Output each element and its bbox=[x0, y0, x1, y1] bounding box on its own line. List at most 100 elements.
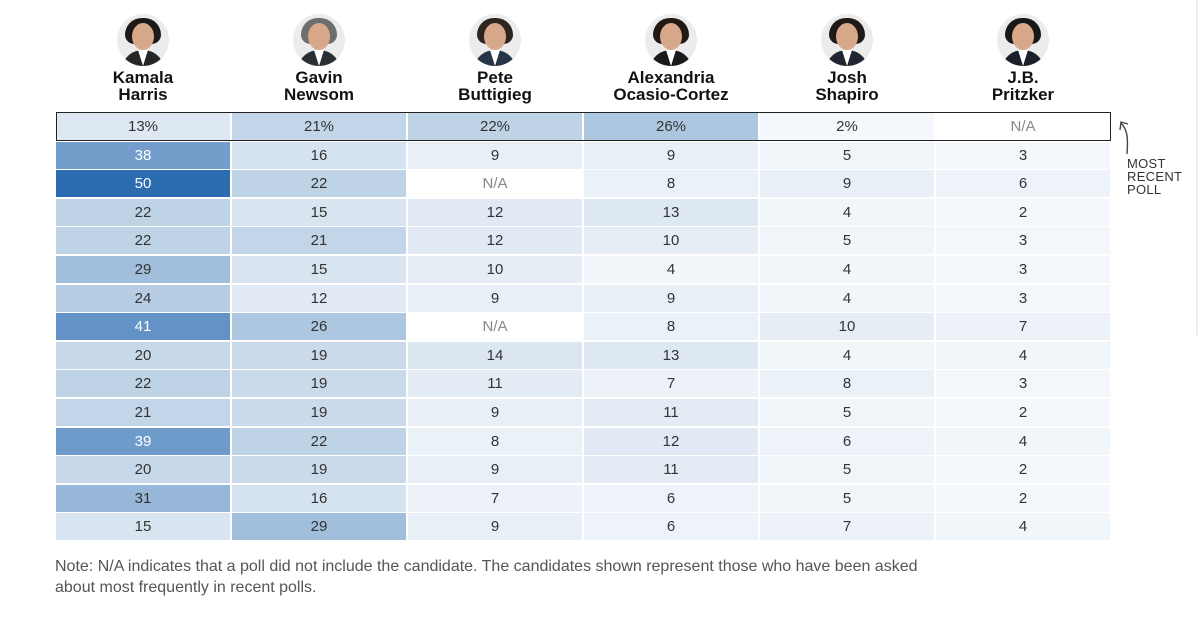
poll-cell: 4 bbox=[760, 341, 934, 369]
poll-cell: 12 bbox=[584, 427, 758, 455]
candidate-photo-icon bbox=[117, 14, 169, 66]
poll-cell: N/A bbox=[408, 313, 582, 341]
poll-cell: 20 bbox=[56, 341, 230, 369]
poll-cell: 7 bbox=[584, 370, 758, 398]
poll-cell: 29 bbox=[232, 513, 406, 541]
poll-cell: 22 bbox=[232, 170, 406, 198]
poll-cell: 9 bbox=[584, 141, 758, 169]
poll-cell: 11 bbox=[408, 370, 582, 398]
poll-cell: 19 bbox=[232, 456, 406, 484]
poll-cell: 8 bbox=[584, 313, 758, 341]
poll-cell: 11 bbox=[584, 399, 758, 426]
candidate-photo-icon bbox=[645, 14, 697, 66]
poll-cell: 6 bbox=[760, 427, 934, 455]
poll-cell: 3 bbox=[936, 256, 1110, 283]
poll-cell: 6 bbox=[584, 484, 758, 512]
poll-cell: 4 bbox=[760, 198, 934, 226]
most-recent-cell: 13% bbox=[56, 113, 230, 140]
table-footnote: Note: N/A indicates that a poll did not … bbox=[55, 558, 918, 596]
poll-cell: 7 bbox=[936, 313, 1110, 341]
most-recent-cell: 26% bbox=[584, 113, 758, 140]
poll-cell: 38 bbox=[56, 141, 230, 169]
poll-cell: 26 bbox=[232, 313, 406, 341]
poll-cell: 11 bbox=[584, 456, 758, 484]
curved-arrow-icon bbox=[1119, 121, 1129, 155]
poll-cell: 9 bbox=[408, 513, 582, 541]
poll-cell: 9 bbox=[408, 399, 582, 426]
poll-cell: 5 bbox=[760, 399, 934, 426]
candidate-photo-icon bbox=[469, 14, 521, 66]
candidate-header: Pete Buttigieg bbox=[407, 10, 583, 103]
poll-cell: 2 bbox=[936, 198, 1110, 226]
poll-cell: 13 bbox=[584, 341, 758, 369]
poll-cell: 4 bbox=[936, 341, 1110, 369]
poll-cell: N/A bbox=[408, 170, 582, 198]
candidate-headers: Kamala Harris Gavin Newsom Pete Buttigieg A… bbox=[55, 10, 1113, 110]
poll-cell: 9 bbox=[408, 456, 582, 484]
poll-cell: 3 bbox=[936, 284, 1110, 312]
poll-cell: 3 bbox=[936, 227, 1110, 255]
poll-cell: 5 bbox=[760, 456, 934, 484]
poll-cell: 15 bbox=[56, 513, 230, 541]
poll-cell: 22 bbox=[232, 427, 406, 455]
poll-table: 13% 21% 22% 26% 2% N/A 38 16 9 9 5 3 50 22 N/A 8 9 6 22 15 1… bbox=[55, 112, 1113, 542]
poll-cell: 19 bbox=[232, 370, 406, 398]
candidate-name: Kamala Harris bbox=[112, 68, 174, 104]
poll-cell: 7 bbox=[408, 484, 582, 512]
candidate-photo-icon bbox=[997, 14, 1049, 66]
poll-cell: 41 bbox=[56, 313, 230, 341]
poll-cell: 6 bbox=[936, 170, 1110, 198]
poll-cell: 9 bbox=[408, 141, 582, 169]
poll-cell: 22 bbox=[56, 370, 230, 398]
poll-cell: 4 bbox=[584, 256, 758, 283]
candidate-name: Pete Buttigieg bbox=[458, 68, 532, 104]
right-edge-rule bbox=[1196, 0, 1198, 335]
candidate-name: Alexandria Ocasio-Cortez bbox=[613, 68, 729, 104]
poll-cell: 31 bbox=[56, 484, 230, 512]
poll-cell: 29 bbox=[56, 256, 230, 283]
poll-cell: 50 bbox=[56, 170, 230, 198]
poll-cell: 22 bbox=[56, 198, 230, 226]
poll-cell: 10 bbox=[408, 256, 582, 283]
candidate-header: Josh Shapiro bbox=[759, 10, 935, 103]
poll-cell: 6 bbox=[584, 513, 758, 541]
poll-cell: 15 bbox=[232, 198, 406, 226]
candidate-name: J.B. Pritzker bbox=[991, 68, 1055, 104]
poll-cell: 9 bbox=[408, 284, 582, 312]
poll-cell: 16 bbox=[232, 484, 406, 512]
poll-cell: 5 bbox=[760, 141, 934, 169]
poll-cell: 2 bbox=[936, 456, 1110, 484]
poll-cell: 8 bbox=[408, 427, 582, 455]
poll-cell: 9 bbox=[584, 284, 758, 312]
poll-cell: 21 bbox=[56, 399, 230, 426]
most-recent-cell: 22% bbox=[408, 113, 582, 140]
candidate-photo-icon bbox=[821, 14, 873, 66]
poll-cell: 14 bbox=[408, 341, 582, 369]
poll-cell: 5 bbox=[760, 227, 934, 255]
candidate-header: J.B. Pritzker bbox=[935, 10, 1111, 103]
poll-cell: 5 bbox=[760, 484, 934, 512]
candidate-header: Alexandria Ocasio-Cortez bbox=[583, 10, 759, 103]
most-recent-poll-label: MOST RECENT POLL bbox=[1127, 156, 1183, 197]
most-recent-cell: N/A bbox=[936, 113, 1110, 140]
poll-cell: 13 bbox=[584, 198, 758, 226]
poll-cell: 4 bbox=[760, 256, 934, 283]
poll-cell: 8 bbox=[584, 170, 758, 198]
poll-cell: 20 bbox=[56, 456, 230, 484]
poll-cell: 10 bbox=[760, 313, 934, 341]
candidate-header: Gavin Newsom bbox=[231, 10, 407, 103]
most-recent-cell: 2% bbox=[760, 113, 934, 140]
poll-cell: 19 bbox=[232, 341, 406, 369]
poll-cell: 4 bbox=[936, 513, 1110, 541]
poll-cell: 4 bbox=[760, 284, 934, 312]
candidate-photo-icon bbox=[293, 14, 345, 66]
poll-cell: 10 bbox=[584, 227, 758, 255]
poll-cell: 19 bbox=[232, 399, 406, 426]
poll-cell: 8 bbox=[760, 370, 934, 398]
poll-cell: 2 bbox=[936, 484, 1110, 512]
poll-cell: 3 bbox=[936, 370, 1110, 398]
poll-cell: 12 bbox=[408, 227, 582, 255]
poll-cell: 7 bbox=[760, 513, 934, 541]
poll-cell: 9 bbox=[760, 170, 934, 198]
poll-cell: 12 bbox=[408, 198, 582, 226]
